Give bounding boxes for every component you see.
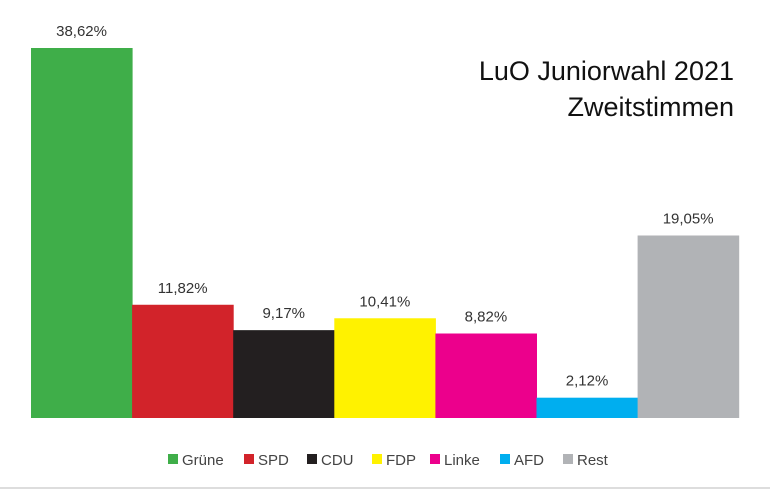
bar-cdu (233, 330, 335, 418)
bar-fdp (334, 318, 436, 418)
bar-grüne (31, 48, 133, 418)
legend-label: AFD (514, 452, 544, 469)
data-label: 2,12% (566, 373, 609, 390)
legend-label: Rest (577, 452, 609, 469)
data-label: 9,17% (262, 305, 305, 322)
data-label: 38,62% (56, 23, 107, 40)
data-label: 19,05% (663, 210, 714, 227)
legend-swatch (430, 454, 440, 464)
bar-linke (435, 333, 537, 418)
legend-label: CDU (321, 452, 354, 469)
legend-swatch (244, 454, 254, 464)
legend-label: Grüne (182, 452, 224, 469)
legend-label: Linke (444, 452, 480, 469)
bar-spd (132, 304, 234, 418)
legend-swatch (563, 454, 573, 464)
legend-label: FDP (386, 452, 416, 469)
data-label: 8,82% (465, 308, 508, 325)
chart-title: LuO Juniorwahl 2021 (478, 56, 734, 86)
data-label: 10,41% (359, 293, 410, 310)
legend-swatch (168, 454, 178, 464)
legend-swatch (500, 454, 510, 464)
chart-subtitle: Zweitstimmen (567, 92, 734, 122)
bar-afd (536, 397, 639, 418)
data-label: 11,82% (158, 280, 208, 297)
legend-swatch (372, 454, 382, 464)
bar-rest (637, 235, 740, 418)
divider (0, 487, 770, 489)
legend-swatch (307, 454, 317, 464)
legend-label: SPD (258, 452, 289, 469)
